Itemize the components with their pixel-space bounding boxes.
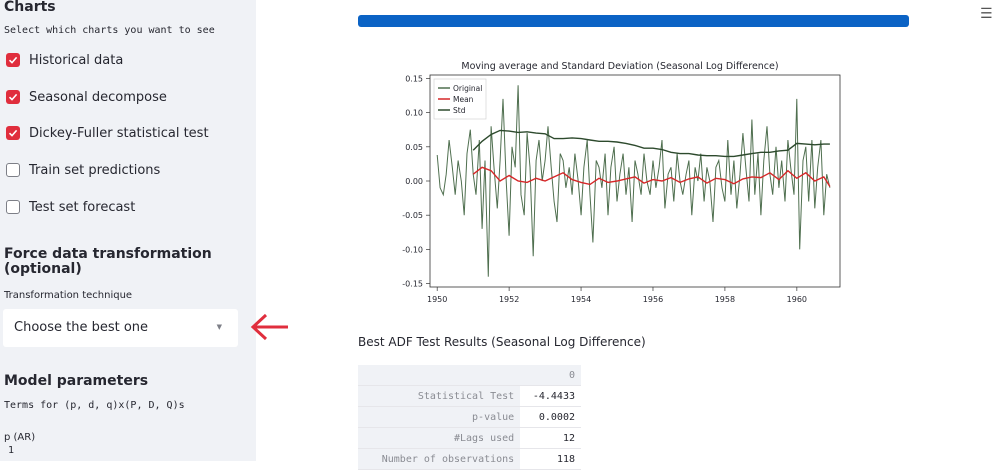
adf-results-title: Best ADF Test Results (Seasonal Log Diff…	[358, 335, 646, 349]
moving-average-chart: Moving average and Standard Deviation (S…	[402, 61, 841, 304]
red-left-arrow-icon	[250, 313, 288, 341]
y-tick-label: -0.15	[402, 280, 423, 289]
legend-entry: Mean	[453, 95, 474, 104]
x-tick-label: 1956	[643, 295, 663, 304]
legend-entry: Original	[453, 84, 482, 93]
table-row-label: Statistical Test	[358, 385, 521, 407]
transformation-technique-label: Transformation technique	[4, 290, 133, 301]
table-row-label: #Lags used	[358, 427, 521, 449]
transformation-select[interactable]: Choose the best one ▼	[3, 309, 238, 347]
series-line-original	[436, 85, 831, 277]
y-tick-label: 0.00	[405, 177, 423, 186]
table-header-col: 0	[520, 365, 581, 386]
legend-entry: Std	[453, 106, 466, 115]
table-header-empty	[358, 365, 521, 386]
checkbox-seasonal-decompose[interactable]: Seasonal decompose	[6, 88, 167, 106]
y-tick-label: -0.10	[402, 245, 423, 254]
table-row: p-value 0.0002	[358, 406, 581, 428]
terms-label: Terms for (p, d, q)x(P, D, Q)s	[4, 400, 185, 411]
x-tick-label: 1952	[499, 295, 519, 304]
table-cell-value: 12	[520, 427, 581, 449]
y-tick-label: 0.10	[405, 109, 423, 118]
charts-heading: Charts	[4, 0, 56, 15]
checkbox-checked-icon[interactable]	[6, 53, 20, 67]
force-transformation-heading-optional: (optional)	[4, 261, 82, 277]
checkbox-label: Seasonal decompose	[29, 89, 167, 105]
checkbox-test-set-forecast[interactable]: Test set forecast	[6, 198, 135, 216]
chart-title: Moving average and Standard Deviation (S…	[461, 61, 778, 72]
sidebar: Charts Select which charts you want to s…	[0, 0, 256, 461]
x-tick-label: 1960	[787, 295, 807, 304]
x-tick-label: 1954	[571, 295, 591, 304]
y-tick-label: -0.05	[402, 211, 423, 220]
table-row: Number of observations 118	[358, 448, 581, 470]
table-cell-value: 0.0002	[520, 406, 581, 428]
checkbox-unchecked-icon[interactable]	[6, 163, 20, 177]
p-ar-value[interactable]: 1	[8, 445, 15, 456]
checkbox-train-set-predictions[interactable]: Train set predictions	[6, 161, 160, 179]
table-row: #Lags used 12	[358, 427, 581, 449]
progress-bar	[358, 15, 909, 27]
checkbox-label: Train set predictions	[29, 162, 161, 178]
checkbox-historical-data[interactable]: Historical data	[6, 51, 123, 69]
table-row: Statistical Test -4.4433	[358, 385, 581, 407]
checkbox-checked-icon[interactable]	[6, 126, 20, 140]
y-tick-label: 0.05	[405, 143, 423, 152]
transformation-select-value: Choose the best one	[14, 320, 149, 335]
p-ar-label: p (AR)	[4, 432, 36, 443]
table-cell-value: -4.4433	[520, 385, 581, 407]
table-row-label: p-value	[358, 406, 521, 428]
table-header-row: 0	[358, 365, 581, 386]
adf-results-table: 0 Statistical Test -4.4433 p-value 0.000…	[358, 365, 581, 470]
chevron-down-icon[interactable]: ▼	[216, 323, 222, 331]
charts-help-text: Select which charts you want to see	[4, 25, 215, 36]
checkbox-label: Test set forecast	[29, 199, 136, 215]
model-parameters-heading: Model parameters	[4, 373, 149, 389]
checkbox-dickey-fuller[interactable]: Dickey-Fuller statistical test	[6, 124, 209, 142]
series-line-std	[472, 129, 830, 158]
checkbox-checked-icon[interactable]	[6, 90, 20, 104]
hamburger-menu-icon[interactable]: ☰	[980, 6, 993, 22]
x-tick-label: 1950	[427, 295, 447, 304]
chart-plot-area: -0.15 -0.10 -0.05 0.00 0.05 0.10 0.15 1950 1952 1…	[402, 74, 841, 304]
table-cell-value: 118	[520, 448, 581, 470]
table-row-label: Number of observations	[358, 448, 521, 470]
checkbox-unchecked-icon[interactable]	[6, 200, 20, 214]
force-transformation-heading: Force data transformation	[4, 246, 212, 262]
checkbox-label: Dickey-Fuller statistical test	[29, 125, 209, 141]
checkbox-label: Historical data	[29, 52, 124, 68]
y-tick-label: 0.15	[405, 74, 423, 83]
plot-frame	[429, 74, 841, 288]
series-line-mean	[472, 166, 831, 187]
x-tick-label: 1958	[715, 295, 735, 304]
